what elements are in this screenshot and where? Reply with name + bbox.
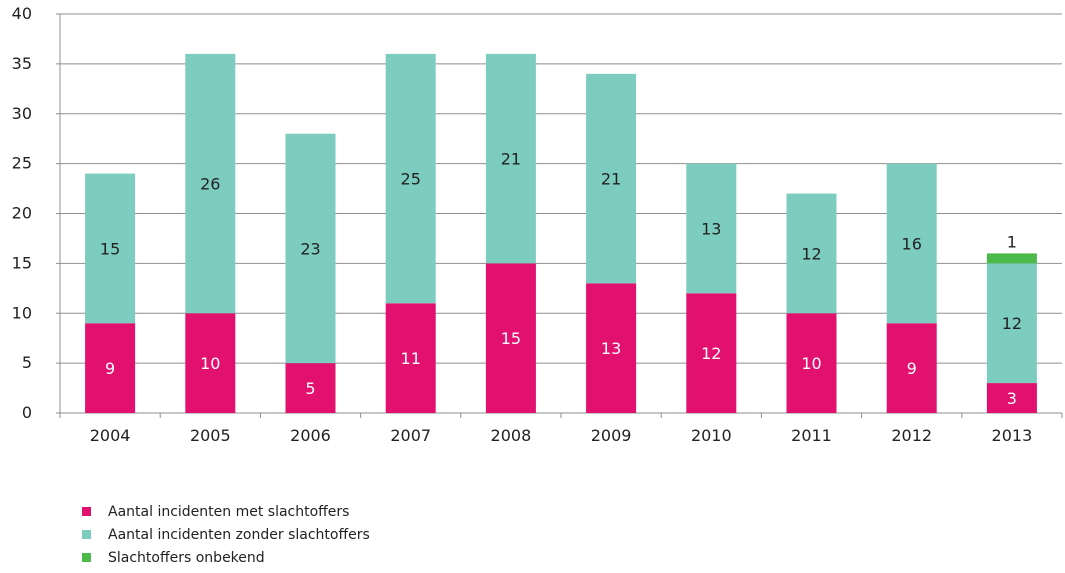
bar-segment	[986, 253, 1037, 264]
legend-label-zonder-slachtoffers: Aantal incidenten zonder slachtoffers	[108, 526, 370, 543]
data-label: 10	[801, 354, 821, 373]
bar-segment	[786, 193, 837, 314]
data-label: 9	[105, 359, 115, 378]
y-tick-label: 15	[12, 253, 32, 272]
x-tick-label: 2005	[190, 426, 231, 445]
bars	[85, 53, 1037, 413]
bar-segment	[586, 283, 637, 413]
x-tick-label: 2004	[90, 426, 131, 445]
bar-segment	[886, 163, 937, 324]
y-tick-label: 0	[22, 403, 32, 422]
y-tick-label: 30	[12, 104, 32, 123]
bar-segment	[886, 323, 937, 413]
legend-swatch-met-slachtoffers	[82, 507, 91, 516]
legend-item-met-slachtoffers: Aantal incidenten met slachtoffers	[82, 500, 370, 523]
bar-segment	[986, 263, 1037, 384]
x-tick-label: 2010	[691, 426, 732, 445]
data-label: 10	[200, 354, 220, 373]
data-label: 25	[401, 170, 421, 189]
bar-segment	[385, 303, 436, 413]
data-label: 16	[902, 234, 922, 253]
x-tick-label: 2007	[390, 426, 431, 445]
bar-segment	[686, 293, 737, 413]
legend-item-zonder-slachtoffers: Aantal incidenten zonder slachtoffers	[82, 523, 370, 546]
x-tick-label: 2008	[491, 426, 532, 445]
x-tick-label: 2009	[591, 426, 632, 445]
y-axis: 0 5 10 15 20 25 30 35 40	[12, 4, 61, 422]
data-label: 26	[200, 175, 220, 194]
y-tick-label: 35	[12, 54, 32, 73]
data-label: 12	[801, 244, 821, 263]
data-label: 15	[100, 239, 120, 258]
bar-segment	[85, 323, 136, 413]
y-tick-label: 20	[12, 204, 32, 223]
y-tick-label: 5	[22, 353, 32, 372]
bar-segment	[586, 73, 637, 284]
data-label: 12	[701, 344, 721, 363]
data-label: 13	[601, 339, 621, 358]
bar-segment	[686, 163, 737, 294]
y-tick-label: 10	[12, 303, 32, 322]
data-label: 21	[601, 170, 621, 189]
legend-swatch-onbekend	[82, 553, 91, 562]
x-tick-label: 2011	[791, 426, 832, 445]
bar-segment	[385, 53, 436, 304]
bar-segment	[986, 383, 1037, 413]
x-tick-label: 2012	[891, 426, 932, 445]
x-tick-label: 2006	[290, 426, 331, 445]
data-label: 1	[1007, 232, 1017, 251]
bar-segment	[185, 53, 236, 314]
data-label: 9	[907, 359, 917, 378]
x-axis: 2004 2005 2006 2007 2008 2009 2010 2011 2012 2013	[59, 412, 1063, 445]
y-tick-label: 25	[12, 154, 32, 173]
bar-segment	[285, 133, 336, 364]
data-label: 11	[401, 349, 421, 368]
legend-label-met-slachtoffers: Aantal incidenten met slachtoffers	[108, 503, 350, 520]
bar-segment	[185, 313, 236, 413]
bar-segment	[786, 313, 837, 413]
legend-swatch-zonder-slachtoffers	[82, 530, 91, 539]
data-labels: 9 15 10 26 5 23 11 25 15 21 13 21 12 13 10 12 9 16 3 12 1	[100, 150, 1022, 408]
legend-item-onbekend: Slachtoffers onbekend	[82, 546, 370, 569]
y-tick-label: 40	[12, 4, 32, 23]
bar-segment	[485, 53, 536, 264]
bar-segment	[85, 173, 136, 324]
legend: Aantal incidenten met slachtoffers Aanta…	[82, 500, 370, 569]
data-label: 23	[300, 239, 320, 258]
bar-segment	[285, 363, 336, 413]
x-tick-label: 2013	[992, 426, 1033, 445]
data-label: 15	[501, 329, 521, 348]
data-label: 12	[1002, 314, 1022, 333]
bar-segment	[485, 263, 536, 413]
data-label: 21	[501, 150, 521, 169]
data-label: 13	[701, 219, 721, 238]
data-label: 5	[305, 379, 315, 398]
legend-label-onbekend: Slachtoffers onbekend	[108, 549, 265, 566]
data-label: 3	[1007, 389, 1017, 408]
